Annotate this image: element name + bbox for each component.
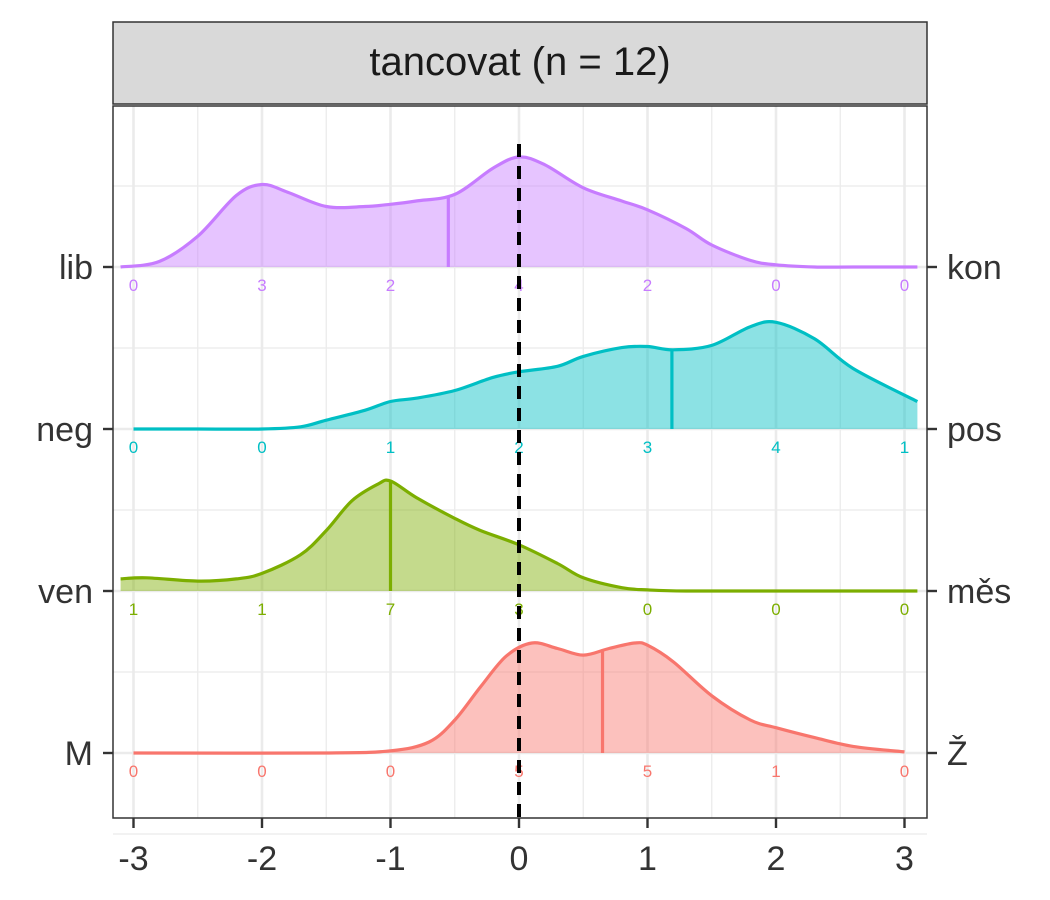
x-tick-label: -3 [118,840,148,878]
y-label-right: kon [947,249,1002,287]
density-curve [133,320,919,431]
count-label: 1 [771,762,780,781]
chart-title: tancovat (n = 12) [369,40,670,84]
y-label-left: M [65,735,93,773]
density-area [120,480,918,592]
x-tick-label: 1 [638,840,657,878]
density-curve [120,155,918,269]
x-tick-label: -2 [247,840,277,878]
count-label: 2 [514,438,523,457]
y-label-right: měs [947,573,1011,611]
count-label: 1 [129,600,138,619]
facet-strip: tancovat (n = 12) [112,21,928,105]
ridge-neg-pos: 0 0 1 2 3 4 1 [129,320,919,457]
count-label: 0 [257,438,266,457]
strip-background [112,21,928,105]
count-label: 0 [900,600,909,619]
axes: -3 -2 -1 0 1 2 3 lib kon neg pos ven měs M Ž [36,249,1011,878]
count-label: 4 [771,438,780,457]
x-tick-label: -1 [375,840,405,878]
x-tick-label: 2 [767,840,786,878]
count-label: 0 [386,762,395,781]
count-label: 3 [257,276,266,295]
x-tick-label: 0 [510,840,529,878]
count-label: 0 [900,276,909,295]
count-label: 0 [771,276,780,295]
density-curve [120,478,918,593]
y-label-right: Ž [947,735,968,773]
count-label: 1 [900,438,909,457]
count-label: 0 [129,276,138,295]
count-label: 1 [386,438,395,457]
y-label-right: pos [947,411,1002,449]
y-label-left: lib [59,249,93,287]
count-label: 5 [643,762,652,781]
count-label: 0 [129,438,138,457]
density-curve [133,641,905,755]
y-label-left: ven [38,573,93,611]
count-label: 7 [386,600,395,619]
count-label: 0 [643,600,652,619]
count-label: 2 [643,276,652,295]
count-label: 0 [257,762,266,781]
count-label: 0 [129,762,138,781]
count-label: 1 [257,600,266,619]
count-label: 0 [900,762,909,781]
count-label: 2 [386,276,395,295]
count-label: 0 [771,600,780,619]
count-label: 3 [643,438,652,457]
x-tick-label: 3 [895,840,914,878]
y-label-left: neg [36,411,93,449]
density-area [133,321,918,430]
